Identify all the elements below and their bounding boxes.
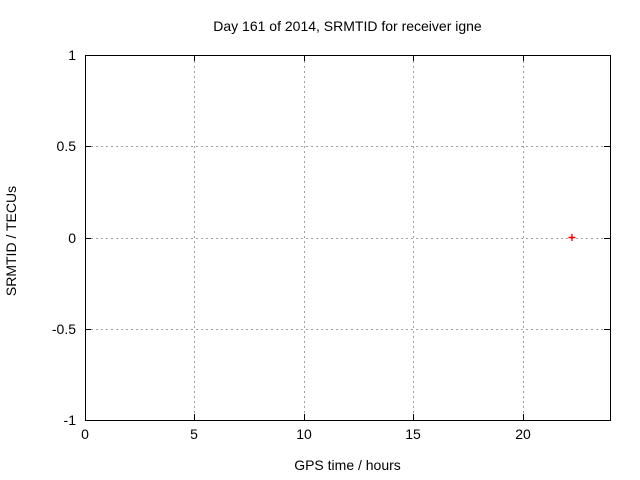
x-axis-label: GPS time / hours xyxy=(294,457,401,473)
y-tick-label: 0.5 xyxy=(57,138,77,154)
x-tick-label: 10 xyxy=(296,426,312,442)
y-tick-label: -1 xyxy=(64,412,77,428)
x-tick-label: 20 xyxy=(515,426,531,442)
y-tick-label: 1 xyxy=(68,47,76,63)
y-tick-label: -0.5 xyxy=(52,321,76,337)
x-tick-label: 5 xyxy=(190,426,198,442)
x-tick-label: 15 xyxy=(405,426,421,442)
y-tick-label: 0 xyxy=(68,230,76,246)
x-tick-label: 0 xyxy=(81,426,89,442)
data-point-marker xyxy=(568,234,576,241)
chart-title: Day 161 of 2014, SRMTID for receiver ign… xyxy=(213,18,482,34)
